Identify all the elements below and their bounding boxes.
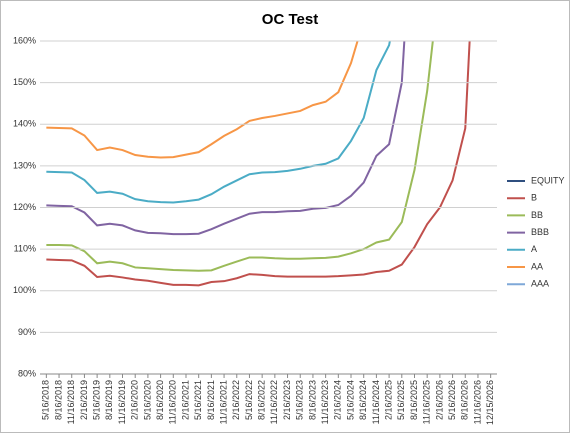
x-tick-label: 11/16/2021 bbox=[218, 380, 228, 424]
y-tick-label: 140% bbox=[13, 119, 36, 129]
chart-title: OC Test bbox=[262, 11, 318, 28]
legend-label: BBB bbox=[531, 227, 549, 237]
x-tick-label: 2/16/2020 bbox=[130, 380, 140, 420]
x-tick-label: 5/16/2021 bbox=[193, 380, 203, 420]
legend-label: AA bbox=[531, 261, 543, 271]
y-tick-label: 130% bbox=[13, 160, 36, 170]
x-tick-label: 8/16/2022 bbox=[257, 380, 267, 420]
y-tick-label: 120% bbox=[13, 202, 36, 212]
x-tick-label: 5/16/2020 bbox=[142, 380, 152, 420]
y-tick-label: 150% bbox=[13, 77, 36, 87]
x-tick-label: 5/16/2025 bbox=[396, 380, 406, 420]
y-tick-label: 110% bbox=[14, 244, 36, 254]
y-tick-label: 90% bbox=[18, 327, 36, 337]
plot-lines bbox=[46, 41, 471, 287]
series-line bbox=[46, 41, 406, 236]
x-tick-label: 11/16/2022 bbox=[269, 380, 279, 424]
x-tick-label: 8/16/2019 bbox=[104, 380, 114, 420]
x-tick-label: 12/15/2026 bbox=[485, 380, 495, 425]
x-tick-label: 5/16/2019 bbox=[92, 380, 102, 420]
x-tick-label: 8/16/2026 bbox=[460, 380, 470, 420]
legend-label: EQUITY bbox=[531, 175, 565, 185]
x-tick-label: 8/16/2021 bbox=[206, 380, 216, 420]
y-tick-label: 160% bbox=[13, 35, 36, 45]
y-tick-label: 80% bbox=[18, 368, 36, 378]
x-tick-label: 5/16/2024 bbox=[345, 380, 355, 420]
x-tick-label: 5/16/2026 bbox=[447, 380, 457, 420]
x-tick-label: 8/16/2020 bbox=[155, 380, 165, 420]
x-tick-label: 11/16/2023 bbox=[320, 380, 330, 424]
x-tick-label: 2/16/2022 bbox=[231, 380, 241, 420]
x-tick-label: 11/16/2018 bbox=[66, 380, 76, 424]
legend-label: BB bbox=[531, 210, 543, 220]
x-tick-label: 5/16/2018 bbox=[41, 380, 51, 420]
series-line bbox=[46, 41, 471, 287]
x-tick-label: 5/16/2023 bbox=[295, 380, 305, 420]
legend-label: B bbox=[531, 193, 537, 203]
series-line bbox=[46, 41, 391, 204]
x-tick-label: 2/16/2021 bbox=[180, 380, 190, 420]
x-tick-label: 11/16/2025 bbox=[422, 380, 432, 424]
x-tick-label: 2/16/2025 bbox=[383, 380, 393, 420]
legend-label: A bbox=[531, 244, 537, 254]
x-tick-label: 11/16/2024 bbox=[371, 380, 381, 424]
x-tick-label: 8/16/2025 bbox=[409, 380, 419, 420]
x-tick-label: 5/16/2022 bbox=[244, 380, 254, 420]
x-tick-label: 2/16/2019 bbox=[79, 380, 89, 420]
x-tick-label: 2/16/2024 bbox=[333, 380, 343, 420]
x-tick-label: 8/16/2023 bbox=[307, 380, 317, 420]
y-tick-label: 100% bbox=[13, 285, 36, 295]
series-line bbox=[46, 41, 359, 159]
x-tick-label: 2/16/2026 bbox=[434, 380, 444, 420]
x-tick-label: 2/16/2023 bbox=[282, 380, 292, 420]
series-line bbox=[46, 41, 434, 272]
x-tick-label: 8/16/2018 bbox=[53, 380, 63, 420]
x-tick-label: 8/16/2024 bbox=[358, 380, 368, 420]
legend-label: AAA bbox=[531, 279, 549, 289]
x-tick-label: 11/16/2026 bbox=[472, 380, 482, 424]
x-tick-label: 11/16/2019 bbox=[117, 380, 127, 424]
x-tick-label: 11/16/2020 bbox=[168, 380, 178, 424]
